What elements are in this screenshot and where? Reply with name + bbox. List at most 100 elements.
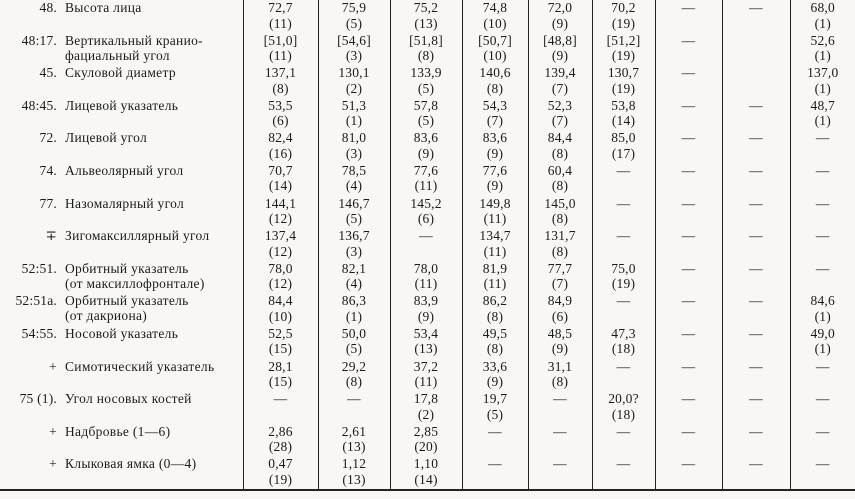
cell-count: (11): [269, 15, 292, 31]
cell-count: [463, 439, 528, 454]
row-label-cell: 74. Альвеолярный угол: [0, 163, 243, 196]
cell-count: (20): [414, 439, 438, 455]
cell-value: —: [815, 391, 830, 407]
cell-count: [723, 244, 790, 259]
data-cell: 33,6 (9): [461, 358, 528, 392]
cell-count: [791, 407, 855, 422]
table-row: + Симотический указатель 28,1 (15) 29,2 (8) 37…: [0, 358, 855, 392]
data-cell: 0,47 (19): [242, 456, 318, 490]
cell-count: (13): [414, 341, 438, 357]
cell-count: (9): [486, 178, 504, 194]
cell-value: 77,7: [547, 260, 573, 276]
data-cell: 29,2 (8): [317, 358, 390, 392]
cell-value: 82,1: [341, 260, 367, 276]
cell-value: [723, 33, 790, 48]
cell-count: [593, 211, 655, 226]
cell-count: [656, 81, 722, 96]
table-row: 77. Назомалярный угол 144,1 (12) 146,7 (5) 145…: [0, 195, 855, 229]
data-cell: 134,7 (11): [461, 228, 528, 261]
data-cell: —: [591, 228, 655, 261]
row-label-cell: 72. Лицевой угол: [0, 130, 243, 163]
cell-value: —: [553, 423, 567, 439]
data-cell: 83,6 (9): [389, 130, 462, 163]
table-row: + Клыковая ямка (0—4) 0,47 (19) 1,12 (13) 1,10…: [0, 456, 855, 490]
data-cell: 20,0? (18): [591, 391, 655, 424]
cell-count: [656, 16, 722, 31]
cell-count: (11): [414, 276, 438, 292]
cell-value: 49,0: [810, 325, 835, 341]
cell-count: (1): [345, 113, 363, 129]
row-number: 52:51a.: [15, 293, 57, 309]
data-cell: 137,1 (8): [242, 65, 318, 98]
cell-count: [656, 244, 722, 259]
cell-count: (8): [486, 341, 504, 357]
cell-value: 84,6: [810, 293, 835, 309]
cell-count: (11): [483, 211, 507, 227]
cell-value: 86,2: [482, 293, 508, 309]
data-cell: —: [789, 391, 855, 424]
cell-count: [529, 439, 592, 454]
cell-value: 139,4: [544, 65, 576, 81]
data-cell: 50,0 (5): [317, 325, 390, 359]
data-cell: 49,5 (8): [461, 325, 528, 359]
cell-value: —: [815, 228, 830, 244]
cell-value: —: [749, 293, 763, 309]
data-cell: —: [591, 162, 655, 196]
table-row: 48. Высота лица 72,7 (11) 75,9 (5) 75,2 (13) 74,…: [0, 0, 855, 33]
row-measurement-name: Назомалярный угол: [65, 195, 184, 211]
cell-count: [463, 472, 528, 487]
cell-value: 83,6: [482, 130, 508, 146]
data-cell: —: [654, 195, 722, 229]
row-label-cell: + Надбровье (1—6): [0, 424, 243, 457]
data-cell: —: [721, 260, 790, 294]
cell-count: (19): [268, 471, 293, 487]
cell-value: 47,3: [611, 325, 636, 341]
cell-count: (9): [486, 374, 504, 390]
cell-count: (8): [486, 308, 504, 324]
row-label-cell: 48:45. Лицевой указатель: [0, 98, 243, 131]
cell-value: 60,4: [547, 162, 573, 178]
cell-value: 140,6: [479, 65, 511, 81]
data-cell: 51,3 (1): [317, 97, 390, 131]
table-row: 54:55. Носовой указатель 52,5 (15) 50,0 (5) 53…: [0, 325, 855, 359]
data-cell: 72,7 (11): [242, 0, 318, 33]
data-cell: 146,7 (5): [317, 195, 390, 229]
table-row: 52:51a. Орбитный указатель (от дакриона) 8…: [0, 293, 855, 326]
data-cell: —: [527, 391, 592, 424]
cell-value: 77,6: [482, 162, 508, 178]
cell-value: —: [681, 228, 696, 244]
cell-count: (10): [268, 308, 293, 324]
data-cell: —: [721, 0, 790, 33]
cell-value: —: [681, 260, 696, 276]
data-cell: 53,5 (6): [242, 97, 318, 131]
cell-count: (14): [611, 113, 636, 129]
cell-value: 85,0: [611, 130, 636, 146]
cell-value: —: [616, 358, 631, 374]
cell-value: —: [488, 456, 502, 472]
cell-count: (7): [551, 80, 569, 96]
cell-count: (9): [417, 145, 435, 161]
data-cell: 37,2 (11): [389, 358, 462, 392]
row-number: 74.: [39, 162, 57, 178]
cell-value: —: [681, 293, 696, 309]
data-cell: 81,0 (3): [317, 130, 390, 163]
data-cell: —: [591, 423, 655, 457]
row-measurement-name: Скуловой диаметр: [65, 65, 176, 81]
row-label-cell: 45. Скуловой диаметр: [0, 65, 243, 98]
cell-value: 82,4: [268, 130, 293, 146]
cell-value: —: [749, 0, 763, 15]
data-cell: 84,4 (10): [242, 293, 318, 326]
cell-count: [723, 309, 790, 324]
table-row: 75 (1). Угол носовых костей — —17,8 (2) 19,7(…: [0, 391, 855, 424]
cell-count: (1): [814, 80, 831, 96]
data-cell: —: [654, 228, 722, 261]
data-cell: —: [527, 456, 592, 490]
cell-count: (3): [345, 145, 363, 161]
data-cell: 47,3 (18): [591, 325, 655, 359]
cell-value: 28,1: [268, 358, 293, 374]
cell-count: (17): [611, 145, 636, 161]
cell-count: (11): [414, 374, 438, 390]
cell-value: 53,8: [611, 97, 636, 113]
cell-value: —: [553, 391, 567, 407]
